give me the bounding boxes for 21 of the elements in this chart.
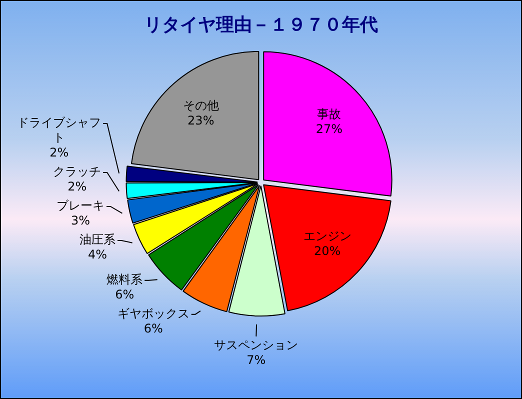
slice-label: サスペンション	[214, 338, 298, 352]
slice-label: 燃料系	[106, 272, 143, 286]
data-label: 23%	[188, 114, 214, 128]
slice-label: エンジン	[303, 229, 352, 244]
slice-label: その他	[182, 98, 219, 113]
data-label: 4%	[88, 248, 107, 262]
data-label: 6%	[115, 287, 134, 302]
slice-label: クラッチ	[53, 164, 102, 179]
data-label: 7%	[246, 353, 266, 368]
data-label: 3%	[70, 214, 90, 228]
slice-label: 油圧系	[79, 232, 116, 247]
slice-label: 事故	[317, 106, 342, 121]
slice-label: ギヤボックス	[117, 306, 190, 320]
slice-label: ブレーキ	[56, 198, 105, 213]
data-label: 20%	[314, 244, 341, 258]
chart-title: リタイヤ理由－１９７０年代	[144, 14, 378, 36]
data-label: 6%	[144, 321, 163, 336]
data-label: 2%	[68, 180, 87, 194]
data-label: 2%	[50, 146, 69, 160]
slice-label: ドライブシャフト	[17, 116, 102, 145]
data-label: 27%	[316, 122, 343, 136]
